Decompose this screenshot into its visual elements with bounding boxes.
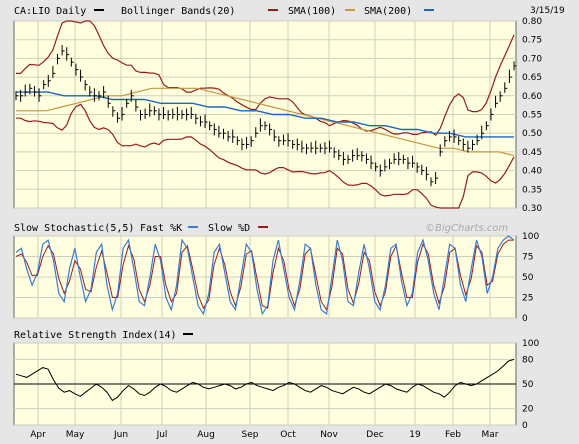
y-tick-label: 0.75 (522, 36, 542, 46)
fast-k-line (15, 235, 515, 316)
month-label: Mar (482, 430, 499, 440)
y-tick-label: 50 (522, 380, 534, 390)
y-tick-label: 0.30 (522, 204, 542, 214)
month-label: Feb (445, 430, 461, 440)
legend-sma200: SMA(200) (364, 6, 412, 17)
y-tick-label: 0.80 (522, 17, 542, 27)
y-tick-label: 0.45 (522, 148, 542, 158)
month-label: Aug (197, 430, 215, 440)
y-tick-label: 25 (522, 294, 533, 304)
bollinger-lower-line (16, 103, 515, 209)
month-label: 19 (409, 430, 421, 440)
legend-symbol: CA:LIO Daily (14, 6, 86, 17)
y-tick-label: 0.50 (522, 129, 542, 139)
month-label: Sep (242, 430, 259, 440)
month-label: Jun (113, 430, 128, 440)
y-tick-label: 0.40 (522, 167, 542, 177)
watermark: ©BigCharts.com (425, 223, 508, 234)
month-label: Apr (30, 430, 46, 440)
rsi-legend: Relative Strength Index(14) (14, 330, 177, 341)
y-tick-label: 50 (522, 273, 534, 283)
rsi-y-ticks: 100 80 50 20 0 (522, 339, 539, 431)
price-y-ticks: 0.80 0.75 0.70 0.65 0.60 0.55 0.50 0.45 0.40 0.35… (522, 17, 542, 214)
x-axis-months: Apr May Jun Jul Aug Sep Oct Nov Dec 19 Feb Mar (30, 430, 499, 440)
bollinger-upper-line (16, 20, 515, 137)
month-label: Jul (156, 430, 168, 440)
y-tick-label: 0.55 (522, 111, 542, 121)
y-tick-label: 100 (522, 232, 539, 242)
stoch-legend-title: Slow Stochastic(5,5) (14, 223, 134, 234)
chart-date: 3/15/19 (530, 6, 565, 16)
stoch-legend-slowd: Slow %D (208, 223, 250, 234)
month-label: Dec (366, 430, 383, 440)
rsi-grid (14, 342, 516, 426)
y-tick-label: 0 (522, 314, 528, 324)
y-tick-label: 0.70 (522, 54, 542, 64)
legend-sma100: SMA(100) (288, 6, 336, 17)
y-tick-label: 0 (522, 421, 528, 431)
price-bars (15, 44, 517, 187)
stoch-y-ticks: 100 75 50 25 0 (522, 232, 539, 324)
slow-d-line (15, 239, 514, 312)
stoch-legend-fastk: Fast %K (140, 223, 182, 234)
month-label: May (66, 430, 85, 440)
month-label: Oct (280, 430, 296, 440)
legend-bollinger: Bollinger Bands(20) (121, 6, 235, 17)
month-label: Nov (320, 430, 338, 440)
y-tick-label: 0.60 (522, 92, 542, 102)
y-tick-label: 75 (522, 253, 533, 263)
y-tick-label: 100 (522, 339, 539, 349)
y-tick-label: 80 (522, 355, 534, 365)
y-tick-label: 20 (522, 405, 534, 415)
y-tick-label: 0.35 (522, 185, 542, 195)
y-tick-label: 0.65 (522, 73, 542, 83)
rsi-line (15, 358, 515, 402)
